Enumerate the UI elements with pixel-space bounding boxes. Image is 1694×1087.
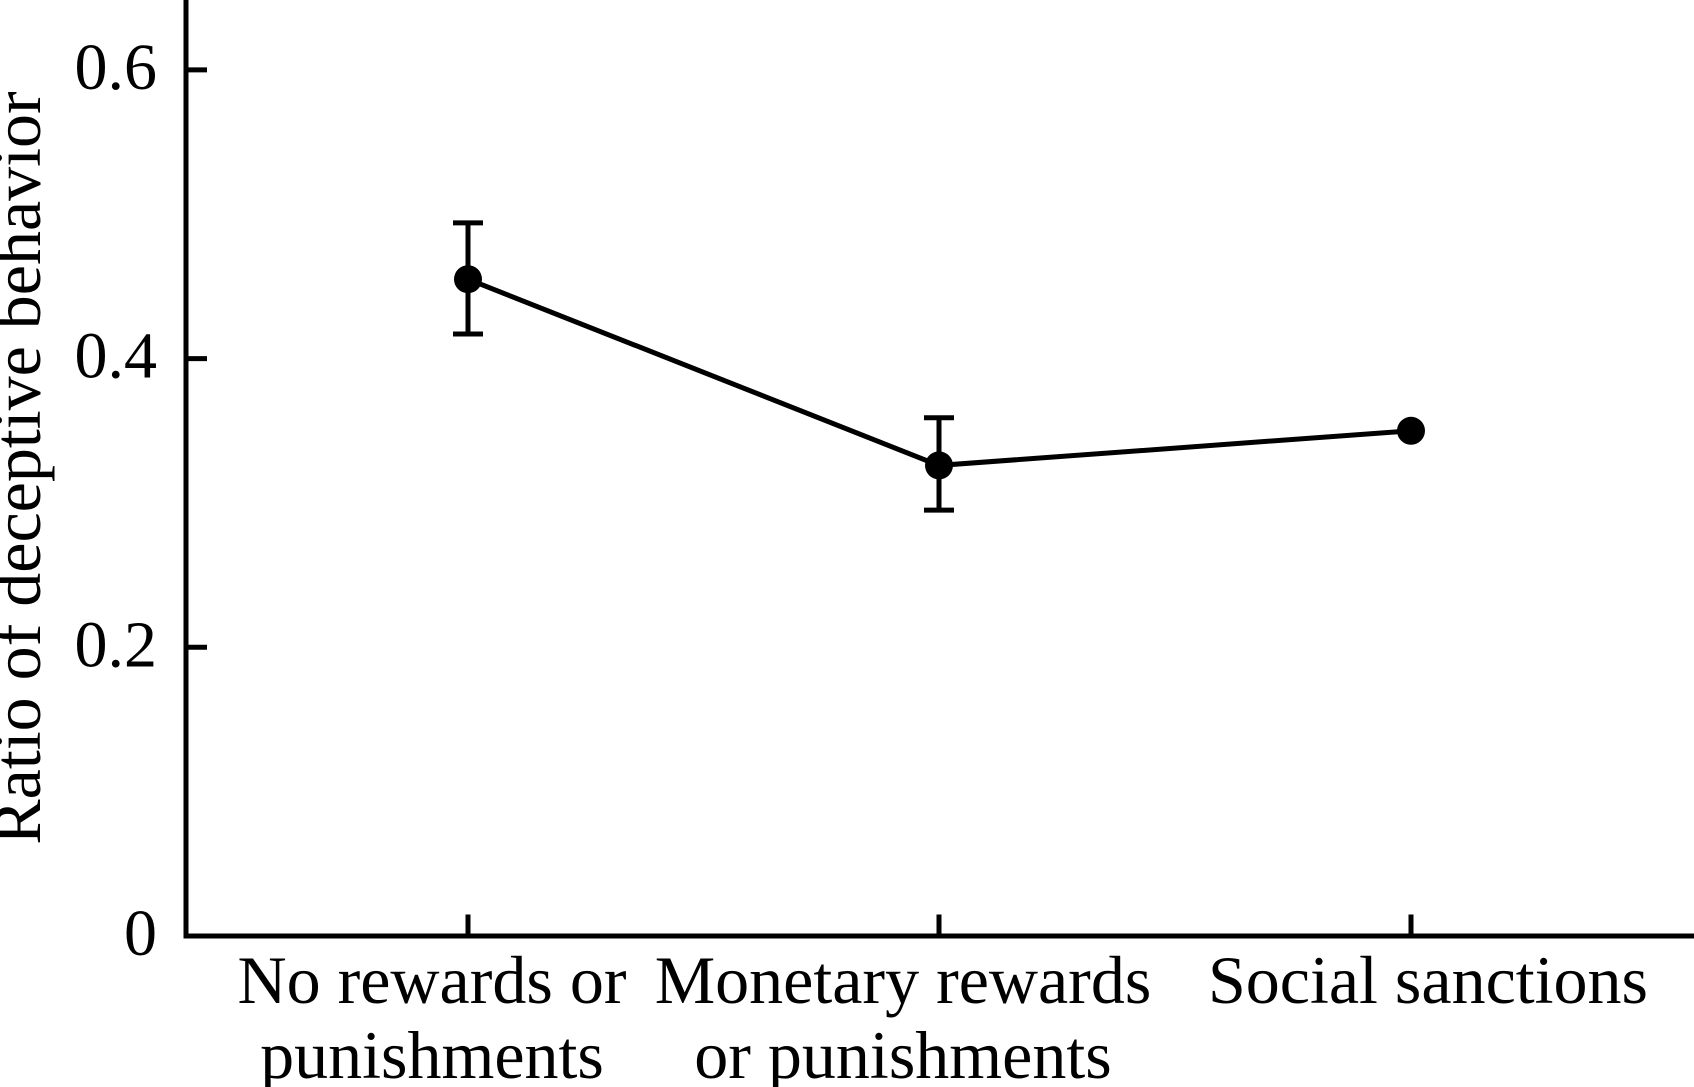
y-tick-label: 0.4 <box>75 320 158 393</box>
x-category-label-line: Social sanctions <box>1208 942 1648 1018</box>
x-category-label-line: No rewards or <box>238 942 627 1018</box>
y-tick-label: 0.6 <box>75 31 158 104</box>
data-point-marker <box>1397 416 1425 445</box>
y-tick-label: 0.2 <box>75 608 158 681</box>
x-category-label: Social sanctions <box>1208 942 1648 1018</box>
data-point-marker <box>454 265 482 294</box>
y-tick-label: 0 <box>124 897 157 970</box>
x-category-label: Monetary rewards or punishments <box>655 942 1152 1087</box>
x-category-label: No rewards or punishments <box>238 942 627 1087</box>
y-tick-labels: 0 0.2 0.4 0.6 <box>75 31 158 970</box>
y-axis-ticks <box>186 67 207 650</box>
x-axis-ticks <box>465 914 1414 934</box>
data-point-marker <box>925 451 953 480</box>
axes <box>183 0 1694 939</box>
x-category-label-line: Monetary rewards <box>655 942 1152 1018</box>
y-axis-title: Ratio of deceptive behavior <box>0 91 55 845</box>
x-category-label-line: punishments <box>260 1017 604 1087</box>
error-bars <box>453 220 954 513</box>
x-category-label-line: or punishments <box>694 1017 1111 1087</box>
data-point-markers <box>454 265 1425 480</box>
